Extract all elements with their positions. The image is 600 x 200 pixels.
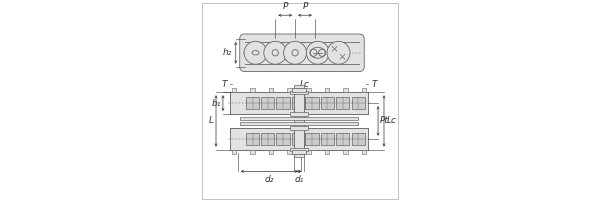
- Bar: [277, 97, 290, 109]
- Text: T: T: [371, 80, 377, 89]
- Bar: [352, 97, 365, 109]
- Text: b₁: b₁: [211, 99, 221, 108]
- Bar: [246, 97, 259, 109]
- Bar: [292, 150, 306, 154]
- Bar: [290, 91, 308, 94]
- Bar: [240, 122, 358, 125]
- Bar: [352, 133, 365, 145]
- Circle shape: [307, 41, 329, 64]
- Bar: [362, 88, 367, 92]
- Bar: [362, 150, 367, 154]
- Bar: [304, 128, 368, 150]
- Text: T: T: [221, 80, 227, 89]
- Ellipse shape: [310, 47, 325, 58]
- Bar: [230, 128, 368, 133]
- Text: P: P: [283, 2, 288, 11]
- Text: Pt: Pt: [380, 116, 389, 125]
- Bar: [250, 88, 254, 92]
- Bar: [337, 97, 349, 109]
- Bar: [304, 92, 368, 114]
- Bar: [321, 97, 334, 109]
- Text: Lc: Lc: [300, 80, 310, 89]
- Bar: [290, 148, 308, 151]
- Bar: [287, 88, 292, 92]
- Text: P: P: [302, 2, 308, 11]
- Bar: [277, 133, 290, 145]
- Bar: [290, 126, 308, 130]
- Circle shape: [264, 41, 287, 64]
- Circle shape: [244, 41, 267, 64]
- Bar: [230, 128, 293, 150]
- Text: L: L: [209, 116, 214, 125]
- Text: d₁: d₁: [295, 175, 304, 184]
- Bar: [305, 133, 319, 145]
- Bar: [343, 150, 348, 154]
- Bar: [250, 150, 254, 154]
- Bar: [292, 88, 306, 92]
- Text: h₂: h₂: [223, 48, 232, 57]
- Bar: [325, 88, 329, 92]
- Bar: [261, 133, 274, 145]
- Bar: [343, 88, 348, 92]
- Bar: [269, 150, 273, 154]
- Bar: [230, 92, 293, 114]
- Bar: [325, 150, 329, 154]
- Bar: [232, 150, 236, 154]
- Circle shape: [327, 41, 350, 64]
- Bar: [230, 92, 368, 97]
- FancyBboxPatch shape: [240, 34, 364, 72]
- Bar: [294, 85, 304, 88]
- Circle shape: [284, 41, 307, 64]
- Bar: [306, 150, 311, 154]
- Text: Lc: Lc: [386, 116, 397, 125]
- Bar: [232, 88, 236, 92]
- Bar: [246, 133, 259, 145]
- Bar: [321, 133, 334, 145]
- Bar: [269, 88, 273, 92]
- Bar: [337, 133, 349, 145]
- Bar: [240, 117, 358, 120]
- Bar: [290, 112, 308, 116]
- Bar: [294, 154, 304, 157]
- Bar: [293, 88, 304, 154]
- Bar: [305, 97, 319, 109]
- Bar: [306, 88, 311, 92]
- Bar: [292, 97, 305, 109]
- Text: d₂: d₂: [265, 175, 274, 184]
- Bar: [287, 150, 292, 154]
- Bar: [261, 97, 274, 109]
- Bar: [230, 109, 368, 114]
- Bar: [292, 133, 305, 145]
- Bar: [230, 145, 368, 150]
